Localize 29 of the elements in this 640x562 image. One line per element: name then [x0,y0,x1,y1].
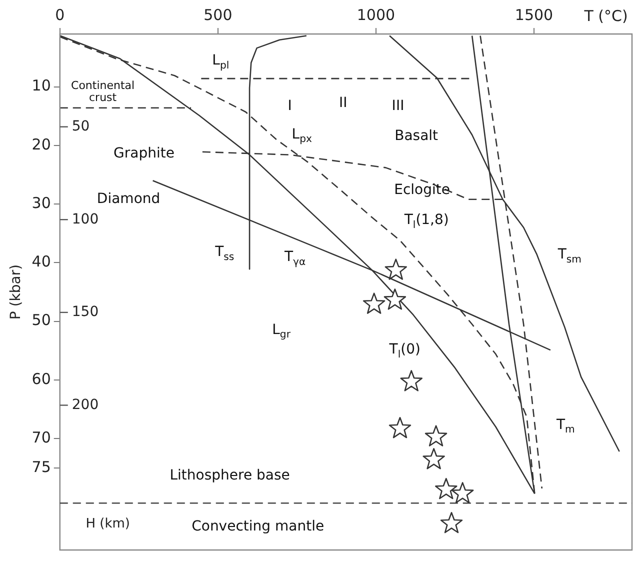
x-tick-label: 0 [55,6,65,24]
annotation: Lithosphere base [170,467,290,484]
x-tick-label: 500 [204,6,232,24]
y-tick-label: 70 [32,428,51,446]
annotation: Continental crust [71,79,135,104]
annotation: Basalt [394,128,439,144]
y-axis-title: P (kbar) [8,264,24,320]
y-tick-label: 30 [32,194,51,212]
x-tick-label: 1500 [514,6,554,24]
annotation: Graphite [114,145,174,162]
annotation: I [288,98,292,114]
annotation: Eclogite [394,182,450,198]
x-tick-label: 1000 [356,6,396,24]
y-tick-label: 50 [32,311,51,330]
y2-tick-label: 200 [72,396,99,413]
annotation: Convecting mantle [192,518,324,534]
y-tick-label: 20 [32,135,51,154]
y-tick-label: 40 [32,252,51,271]
y2-tick-label: 100 [72,211,99,228]
y2-tick-label: 50 [72,118,90,134]
annotation: Diamond [96,190,160,207]
y-tick-label: 60 [32,370,51,388]
annotation: III [392,98,404,114]
x-axis-title: T (°C) [583,6,628,25]
y-tick-label: 75 [32,458,51,476]
y2-axis-title: H (km) [86,516,130,532]
y2-tick-label: 150 [72,304,99,320]
y-tick-label: 10 [32,76,51,95]
annotation: II [338,94,348,111]
